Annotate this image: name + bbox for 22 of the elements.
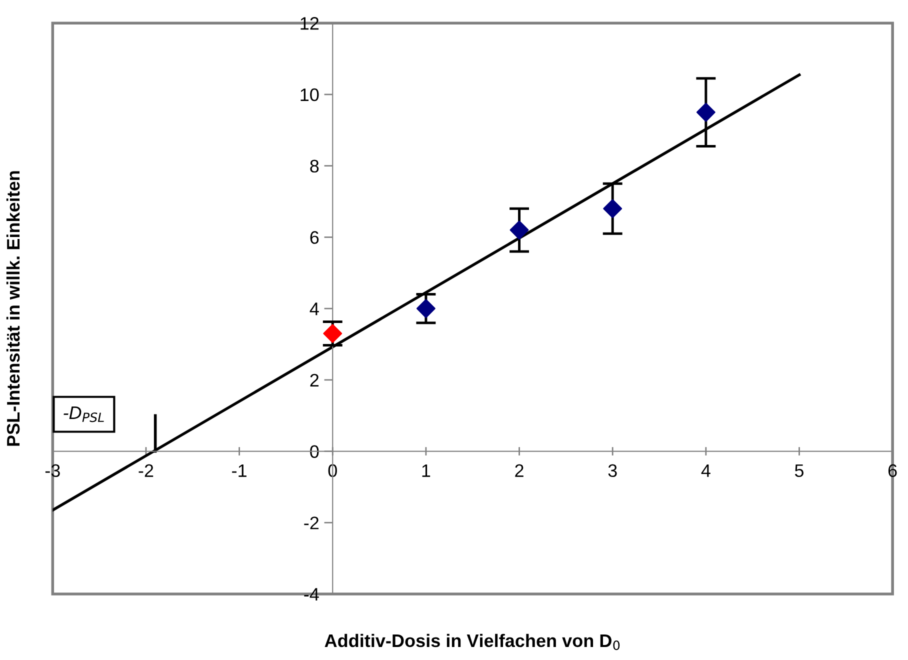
- x-tick-label: 0: [328, 464, 337, 478]
- y-tick-label: -2: [304, 516, 319, 530]
- y-tick-label: 4: [310, 302, 319, 316]
- y-tick-label: 6: [310, 231, 319, 244]
- x-tick-label: 2: [515, 464, 524, 477]
- x-tick-label: 6: [888, 464, 897, 478]
- y-tick-label: 12: [300, 17, 319, 30]
- x-tick-label: 1: [422, 464, 430, 477]
- x-tick-label: 5: [794, 464, 804, 478]
- annotation: -D$_{PSL}$: [64, 406, 104, 422]
- y-tick-label: 2: [310, 374, 319, 386]
- x-tick-label: -3: [45, 464, 60, 478]
- y-tick-label: 10: [300, 88, 319, 102]
- x-tick-label: 3: [608, 464, 617, 478]
- y-tick-label: -4: [304, 588, 319, 601]
- y-axis-title: PSL-Intensität in willk. Einkeiten: [6, 171, 20, 446]
- y-tick-label: 0: [310, 445, 319, 458]
- x-tick-label: -1: [232, 464, 246, 477]
- x-tick-label: 4: [701, 464, 710, 477]
- y-tick-label: 8: [310, 160, 319, 173]
- x-axis-title: Additiv-Dosis in Vielfachen von D$_{0}$: [324, 634, 620, 650]
- x-tick-label: -2: [138, 464, 154, 477]
